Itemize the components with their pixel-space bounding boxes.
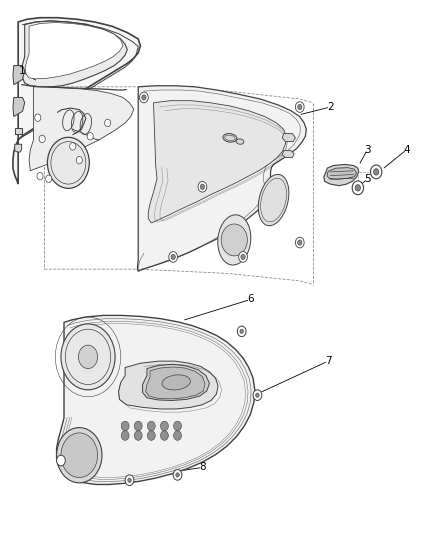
Circle shape <box>160 431 168 440</box>
Text: 4: 4 <box>403 144 410 155</box>
Circle shape <box>200 184 205 189</box>
Ellipse shape <box>236 139 244 144</box>
Circle shape <box>148 421 155 431</box>
Polygon shape <box>119 361 218 409</box>
Polygon shape <box>146 367 205 399</box>
Circle shape <box>297 240 302 245</box>
Circle shape <box>39 135 45 143</box>
Text: 7: 7 <box>325 356 332 366</box>
Ellipse shape <box>223 134 237 142</box>
Circle shape <box>173 421 181 431</box>
Polygon shape <box>13 18 141 184</box>
Polygon shape <box>327 167 357 179</box>
Circle shape <box>297 104 302 110</box>
Circle shape <box>57 427 102 483</box>
Circle shape <box>125 475 134 486</box>
Circle shape <box>355 184 360 191</box>
Text: 8: 8 <box>199 463 206 472</box>
Polygon shape <box>283 134 295 142</box>
Circle shape <box>239 252 247 262</box>
Polygon shape <box>21 21 127 87</box>
Polygon shape <box>138 86 306 271</box>
Circle shape <box>142 95 146 100</box>
Circle shape <box>47 138 89 188</box>
Polygon shape <box>324 165 359 185</box>
Circle shape <box>176 473 179 477</box>
Circle shape <box>253 390 262 400</box>
Circle shape <box>70 143 76 150</box>
Circle shape <box>237 326 246 337</box>
Circle shape <box>295 237 304 248</box>
Text: 5: 5 <box>364 174 371 184</box>
Ellipse shape <box>218 215 251 265</box>
Circle shape <box>295 102 304 112</box>
Circle shape <box>46 175 52 182</box>
Polygon shape <box>57 316 255 484</box>
Polygon shape <box>143 365 209 400</box>
Circle shape <box>57 455 65 466</box>
Circle shape <box>352 181 364 195</box>
Circle shape <box>128 478 131 482</box>
Polygon shape <box>13 98 25 117</box>
Circle shape <box>134 431 142 440</box>
Circle shape <box>105 119 111 127</box>
Polygon shape <box>14 144 21 152</box>
Circle shape <box>121 431 129 440</box>
Circle shape <box>169 252 177 262</box>
Circle shape <box>87 133 93 140</box>
Text: 3: 3 <box>364 144 371 155</box>
Circle shape <box>35 114 41 122</box>
Circle shape <box>37 172 43 180</box>
Polygon shape <box>29 87 134 171</box>
Circle shape <box>198 181 207 192</box>
Ellipse shape <box>162 375 191 390</box>
Circle shape <box>78 345 98 368</box>
Circle shape <box>134 421 142 431</box>
Text: 2: 2 <box>327 102 334 112</box>
Circle shape <box>140 92 148 103</box>
Circle shape <box>173 470 182 480</box>
Circle shape <box>76 157 82 164</box>
Circle shape <box>121 421 129 431</box>
Text: 1: 1 <box>18 66 25 76</box>
Circle shape <box>371 165 382 179</box>
Circle shape <box>374 168 379 175</box>
Polygon shape <box>148 101 287 223</box>
Circle shape <box>160 421 168 431</box>
Polygon shape <box>14 128 21 134</box>
Circle shape <box>148 431 155 440</box>
Polygon shape <box>25 22 123 79</box>
Circle shape <box>171 254 175 260</box>
Circle shape <box>241 254 245 260</box>
Circle shape <box>61 433 98 478</box>
Polygon shape <box>283 151 294 158</box>
Circle shape <box>173 431 181 440</box>
Polygon shape <box>13 66 25 85</box>
Circle shape <box>221 224 247 256</box>
Circle shape <box>240 329 244 334</box>
Ellipse shape <box>258 174 289 225</box>
Circle shape <box>256 393 259 397</box>
Circle shape <box>61 324 115 390</box>
Text: 6: 6 <box>247 294 254 304</box>
